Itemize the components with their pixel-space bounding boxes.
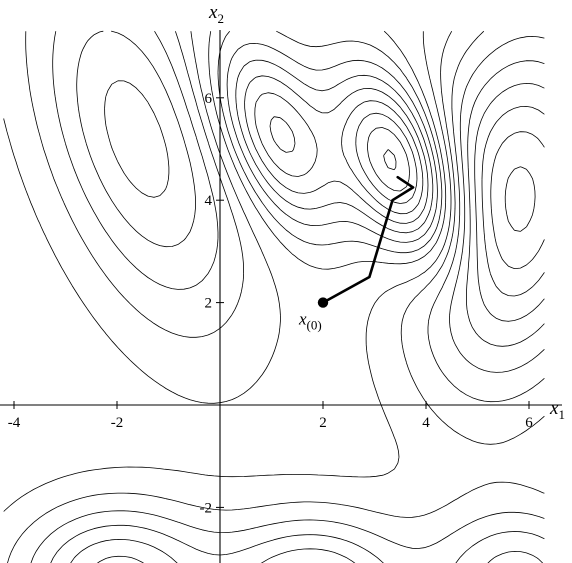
start-point-label: x(0)	[298, 310, 322, 333]
contour-level-7	[226, 43, 438, 243]
y-tick-label: 4	[205, 193, 213, 209]
x-tick-label: 6	[525, 415, 533, 431]
contour-level-6	[235, 59, 434, 234]
start-point-marker	[317, 297, 329, 308]
axes: -4 -2 2 4 6 -2 2 4 6	[0, 30, 562, 563]
y-tick-label: 6	[205, 91, 213, 107]
contour-level-17	[490, 131, 545, 269]
x-axis-label: x1	[549, 398, 565, 422]
x-tick-label: -4	[8, 415, 21, 431]
contour-level-12	[30, 30, 545, 563]
y-ticks: -2 2 4 6	[200, 91, 224, 516]
x-tick-label: 4	[422, 415, 430, 431]
contour-level-2	[367, 127, 410, 192]
contour-level-10	[3, 31, 452, 512]
y-tick-label: -2	[200, 500, 213, 516]
contour-lines	[3, 30, 545, 563]
contour-level-16	[481, 106, 545, 297]
y-tick-label: 2	[205, 296, 213, 312]
x-tick-label: 2	[319, 415, 327, 431]
x-tick-label: -2	[111, 415, 124, 431]
x-ticks: -4 -2 2 4 6	[8, 401, 533, 431]
y-axis-label: x2	[208, 2, 224, 26]
contour-level-3	[269, 112, 418, 204]
contour-level-9	[208, 30, 447, 270]
contour-level-11	[7, 31, 545, 563]
contour-level-4	[254, 92, 424, 215]
descent-path	[321, 175, 415, 304]
contour-level-1	[383, 149, 397, 171]
contour-level-14	[70, 60, 545, 563]
contour-level-5	[244, 75, 429, 224]
contour-level-18	[504, 166, 536, 232]
contour-level-13	[50, 30, 545, 563]
